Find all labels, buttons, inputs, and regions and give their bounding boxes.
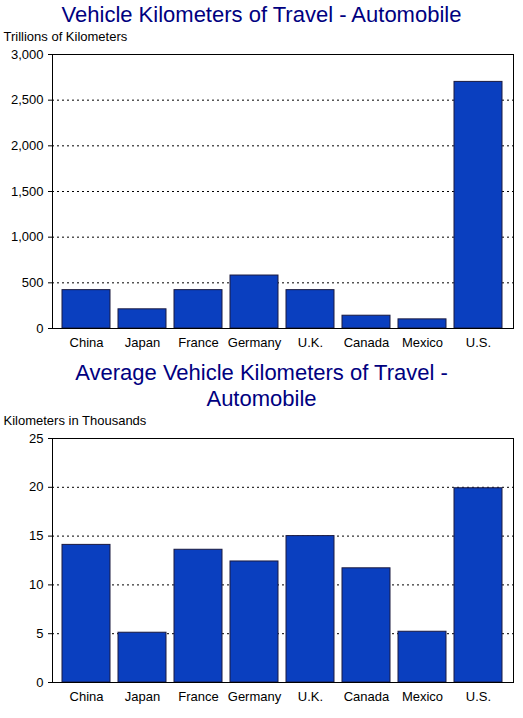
svg-text:Japan: Japan [125, 689, 160, 704]
svg-text:Kilometers in Thousands: Kilometers in Thousands [4, 413, 147, 428]
svg-text:15: 15 [29, 528, 43, 543]
html-text:Vehicle Kilometers of Travel -: Vehicle Kilometers of Travel - Automobil… [61, 2, 462, 27]
svg-text:China: China [70, 689, 105, 704]
svg-text:3,000: 3,000 [11, 47, 44, 62]
svg-text:500: 500 [22, 275, 44, 290]
svg-text:Japan: Japan [125, 335, 160, 350]
svg-text:20: 20 [29, 479, 43, 494]
svg-text:China: China [70, 335, 105, 350]
svg-text:10: 10 [29, 577, 43, 592]
svg-text:0: 0 [36, 321, 43, 336]
svg-text:Germany: Germany [228, 335, 282, 350]
svg-text:2,500: 2,500 [11, 92, 44, 107]
svg-text:1,500: 1,500 [11, 184, 44, 199]
svg-text:1,000: 1,000 [11, 229, 44, 244]
svg-text:U.K.: U.K. [298, 335, 323, 350]
svg-text:France: France [178, 689, 218, 704]
svg-text:Canada: Canada [344, 335, 390, 350]
svg-text:0: 0 [36, 675, 43, 690]
svg-text:Germany: Germany [228, 689, 282, 704]
svg-text:France: France [178, 335, 218, 350]
svg-text:U.S.: U.S. [466, 335, 491, 350]
svg-text:25: 25 [29, 431, 43, 446]
svg-text:Canada: Canada [344, 689, 390, 704]
svg-text:U.S.: U.S. [466, 689, 491, 704]
svg-text:Mexico: Mexico [402, 689, 443, 704]
svg-text:U.K.: U.K. [298, 689, 323, 704]
svg-text:Mexico: Mexico [402, 335, 443, 350]
svg-text:5: 5 [36, 626, 43, 641]
svg-text:Trillions of Kilometers: Trillions of Kilometers [4, 29, 128, 44]
html-text:Average Vehicle Kilometers of: Average Vehicle Kilometers of Travel - A… [75, 360, 448, 411]
svg-text:2,000: 2,000 [11, 138, 44, 153]
